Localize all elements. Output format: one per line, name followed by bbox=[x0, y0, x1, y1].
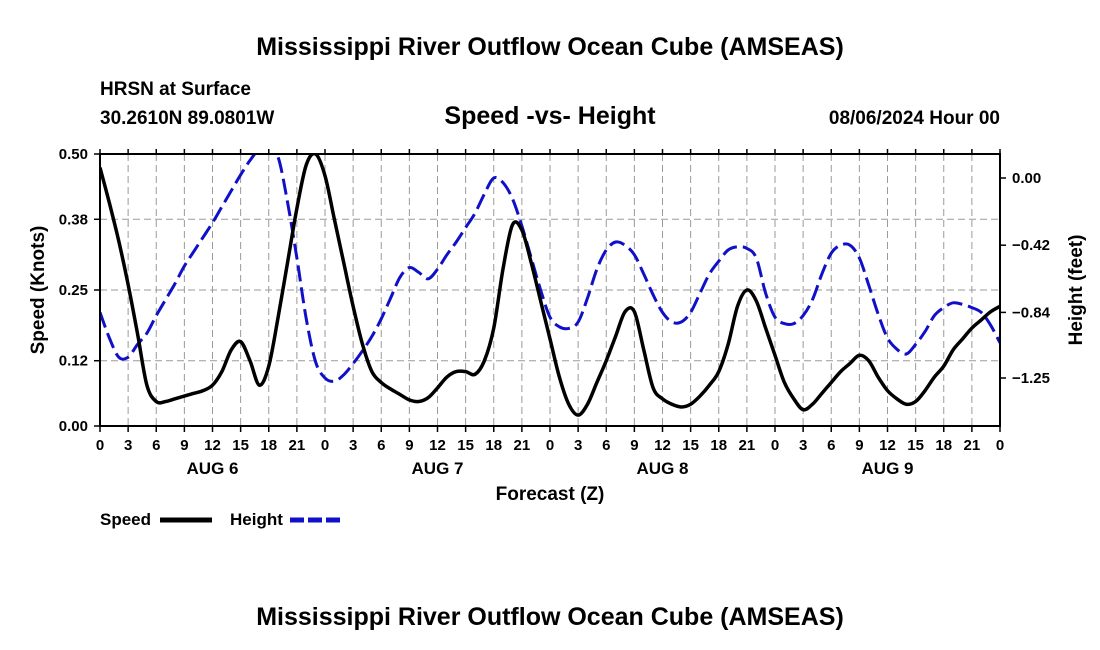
x-tick-label: 12 bbox=[654, 437, 671, 454]
x-tick-label: 3 bbox=[574, 437, 582, 454]
x-tick-label: 9 bbox=[630, 437, 638, 454]
x-tick-label: 12 bbox=[204, 437, 221, 454]
x-tick-label: 21 bbox=[964, 437, 981, 454]
x-tick-label: 18 bbox=[935, 437, 952, 454]
x-tick-label: 0 bbox=[96, 437, 104, 454]
y-left-tick-label: 0.38 bbox=[59, 211, 88, 228]
y-left-tick-label: 0.12 bbox=[59, 353, 88, 370]
x-day-label: AUG 9 bbox=[862, 459, 914, 478]
legend-height-label: Height bbox=[230, 510, 283, 529]
station-label: HRSN at Surface bbox=[100, 79, 251, 100]
main-title: Mississippi River Outflow Ocean Cube (AM… bbox=[256, 33, 844, 61]
x-tick-label: 6 bbox=[827, 437, 835, 454]
x-tick-label: 9 bbox=[180, 437, 188, 454]
x-tick-label: 15 bbox=[232, 437, 249, 454]
x-axis-title: Forecast (Z) bbox=[496, 484, 605, 505]
grid-lines bbox=[100, 154, 1000, 426]
location-label: 30.2610N 89.0801W bbox=[100, 108, 274, 129]
x-tick-label: 0 bbox=[321, 437, 329, 454]
legend-speed-label: Speed bbox=[100, 510, 151, 529]
plot-title: Speed -vs- Height bbox=[444, 102, 656, 130]
series-line-height bbox=[100, 154, 1000, 383]
x-tick-label: 21 bbox=[289, 437, 306, 454]
x-tick-label: 6 bbox=[602, 437, 610, 454]
x-tick-label: 0 bbox=[546, 437, 554, 454]
y-left-tick-label: 0.00 bbox=[59, 418, 88, 435]
y-axis-left-title: Speed (Knots) bbox=[28, 226, 49, 355]
x-tick-label: 3 bbox=[349, 437, 357, 454]
x-day-label: AUG 7 bbox=[412, 459, 464, 478]
repeat-title: Mississippi River Outflow Ocean Cube (AM… bbox=[256, 603, 844, 631]
data-series bbox=[100, 154, 1000, 417]
date-label: 08/06/2024 Hour 00 bbox=[829, 108, 1000, 129]
x-tick-label: 15 bbox=[457, 437, 474, 454]
x-tick-label: 3 bbox=[124, 437, 132, 454]
plot-frame bbox=[99, 153, 1001, 427]
x-tick-label: 21 bbox=[514, 437, 531, 454]
x-day-label: AUG 6 bbox=[187, 459, 239, 478]
y-left-tick-label: 0.25 bbox=[59, 282, 88, 299]
y-axis-right-title: Height (feet) bbox=[1066, 235, 1087, 346]
x-tick-label: 6 bbox=[377, 437, 385, 454]
x-tick-label: 12 bbox=[879, 437, 896, 454]
x-tick-label: 0 bbox=[996, 437, 1004, 454]
x-tick-label: 12 bbox=[429, 437, 446, 454]
y-right-tick-label: −0.84 bbox=[1012, 304, 1051, 321]
legend: Speed Height bbox=[100, 510, 342, 529]
x-tick-label: 15 bbox=[682, 437, 699, 454]
x-tick-label: 3 bbox=[799, 437, 807, 454]
y-left-tick-label: 0.50 bbox=[59, 146, 88, 163]
x-tick-label: 9 bbox=[855, 437, 863, 454]
x-tick-label: 21 bbox=[739, 437, 756, 454]
x-tick-label: 18 bbox=[260, 437, 277, 454]
x-tick-label: 9 bbox=[405, 437, 413, 454]
series-line-speed bbox=[100, 154, 1000, 417]
x-tick-label: 0 bbox=[771, 437, 779, 454]
tick-labels: 0 3 6 9 12 15 18 21 0 3 6 9 12 15 18 21 0 3 6 9 12 15 18 21 0 3 6 9… bbox=[59, 146, 1051, 478]
x-tick-label: 15 bbox=[907, 437, 924, 454]
y-right-tick-label: −1.25 bbox=[1012, 370, 1050, 387]
x-tick-label: 6 bbox=[152, 437, 160, 454]
y-right-tick-label: 0.00 bbox=[1012, 170, 1041, 187]
x-tick-label: 18 bbox=[485, 437, 502, 454]
x-day-label: AUG 8 bbox=[637, 459, 689, 478]
x-tick-label: 18 bbox=[710, 437, 727, 454]
y-right-tick-label: −0.42 bbox=[1012, 237, 1050, 254]
